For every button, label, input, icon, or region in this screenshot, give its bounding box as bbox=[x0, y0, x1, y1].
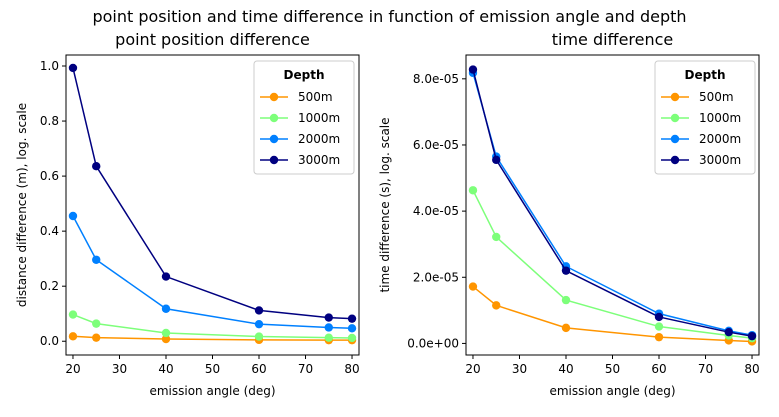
data-point-500m bbox=[654, 332, 664, 342]
data-point-500m bbox=[92, 333, 101, 342]
legend-swatch-marker bbox=[670, 155, 680, 165]
x-axis-label: emission angle (deg) bbox=[149, 384, 275, 398]
legend-swatch-marker bbox=[269, 113, 279, 123]
x-tick-label: 40 bbox=[558, 362, 573, 376]
legend-box bbox=[654, 60, 756, 175]
y-tick-label: 0.8 bbox=[40, 114, 59, 128]
x-tick-label: 20 bbox=[65, 362, 80, 376]
data-point-1000m bbox=[161, 328, 171, 338]
data-point-3000m bbox=[654, 312, 664, 322]
data-point-3000m bbox=[492, 155, 501, 165]
y-tick-label: 0.0e+00 bbox=[407, 336, 459, 350]
data-point-1000m bbox=[92, 319, 101, 328]
data-point-3000m bbox=[561, 266, 571, 275]
y-tick-label: 0.0 bbox=[40, 334, 59, 348]
y-tick-label: 2.0e-05 bbox=[413, 270, 459, 284]
chart-point-position-difference: point position difference 20 30 40 50 60 70 80 0… bbox=[15, 30, 360, 398]
legend-swatch-marker bbox=[269, 134, 279, 144]
legend-entry-label: 2000m bbox=[699, 132, 741, 146]
x-tick-label: 50 bbox=[205, 362, 220, 376]
series-line-2000m bbox=[72, 215, 353, 330]
x-tick-label: 60 bbox=[651, 362, 666, 376]
data-point-2000m bbox=[254, 319, 264, 329]
legend-swatch-marker bbox=[670, 113, 680, 123]
y-axis-label: distance difference (m), log. scale bbox=[15, 103, 29, 307]
legend-swatch-marker bbox=[670, 134, 680, 144]
data-point-3000m bbox=[468, 65, 478, 74]
legend-entry-label: 3000m bbox=[298, 153, 340, 167]
data-point-2000m bbox=[324, 323, 333, 332]
legend-entry-label: 3000m bbox=[699, 153, 741, 167]
data-point-500m bbox=[561, 323, 571, 333]
data-point-2000m bbox=[347, 324, 357, 333]
x-tick-label: 60 bbox=[251, 362, 266, 376]
data-point-2000m bbox=[68, 211, 78, 221]
data-point-500m bbox=[68, 332, 78, 341]
data-point-2000m bbox=[161, 304, 171, 313]
x-tick-label: 30 bbox=[512, 362, 527, 376]
data-point-1000m bbox=[324, 333, 333, 342]
legend-entry-label: 1000m bbox=[298, 111, 340, 125]
x-tick-label: 80 bbox=[744, 362, 759, 376]
data-point-3000m bbox=[347, 314, 357, 323]
y-tick-label: 0.6 bbox=[40, 169, 59, 183]
x-tick-label: 30 bbox=[112, 362, 127, 376]
data-point-500m bbox=[492, 301, 501, 310]
legend-title: Depth bbox=[284, 68, 325, 82]
legend-swatch-marker bbox=[269, 155, 279, 165]
x-tick-label: 40 bbox=[158, 362, 173, 376]
data-point-3000m bbox=[68, 63, 78, 73]
data-point-500m bbox=[161, 334, 171, 344]
data-point-2000m bbox=[92, 255, 101, 264]
data-point-500m bbox=[468, 282, 478, 291]
x-axis-label: emission angle (deg) bbox=[549, 384, 675, 398]
y-tick-label: 8.0e-05 bbox=[413, 72, 459, 86]
series-line-1000m bbox=[472, 189, 753, 339]
data-point-1000m bbox=[492, 232, 501, 242]
legend-title: Depth bbox=[685, 68, 726, 82]
legend-entry-label: 2000m bbox=[298, 132, 340, 146]
data-point-1000m bbox=[561, 295, 571, 305]
legend-swatch-marker bbox=[269, 92, 279, 102]
chart-title: point position difference bbox=[115, 30, 310, 49]
legend-entry-label: 500m bbox=[699, 90, 734, 104]
legend-swatch-marker bbox=[670, 92, 680, 102]
y-tick-label: 0.2 bbox=[40, 279, 59, 293]
y-axis-label: time difference (s), log. scale bbox=[378, 117, 392, 292]
data-point-1000m bbox=[254, 332, 264, 341]
chart-title: time difference bbox=[552, 30, 674, 49]
data-point-3000m bbox=[254, 306, 264, 315]
figure-suptitle: point position and time difference in fu… bbox=[92, 7, 686, 26]
data-point-1000m bbox=[468, 186, 478, 195]
data-point-3000m bbox=[724, 327, 733, 337]
legend-entry-label: 500m bbox=[298, 90, 333, 104]
x-tick-label: 70 bbox=[298, 362, 313, 376]
data-point-3000m bbox=[92, 161, 101, 171]
data-point-3000m bbox=[747, 331, 757, 341]
x-tick-label: 70 bbox=[698, 362, 713, 376]
x-tick-label: 80 bbox=[344, 362, 359, 376]
y-tick-label: 6.0e-05 bbox=[413, 138, 459, 152]
x-tick-label: 20 bbox=[465, 362, 480, 376]
y-tick-label: 4.0e-05 bbox=[413, 204, 459, 218]
data-point-1000m bbox=[654, 322, 664, 331]
legend-box bbox=[253, 60, 355, 175]
data-point-1000m bbox=[347, 333, 357, 343]
y-tick-label: 1.0 bbox=[40, 59, 59, 73]
chart-time-difference: time difference 20 30 40 50 60 70 80 0.0e+00 2.0e… bbox=[378, 30, 760, 398]
data-point-1000m bbox=[68, 310, 78, 319]
y-tick-label: 0.4 bbox=[40, 224, 59, 238]
x-tick-label: 50 bbox=[605, 362, 620, 376]
legend-entry-label: 1000m bbox=[699, 111, 741, 125]
data-point-3000m bbox=[324, 313, 333, 322]
data-point-3000m bbox=[161, 272, 171, 281]
